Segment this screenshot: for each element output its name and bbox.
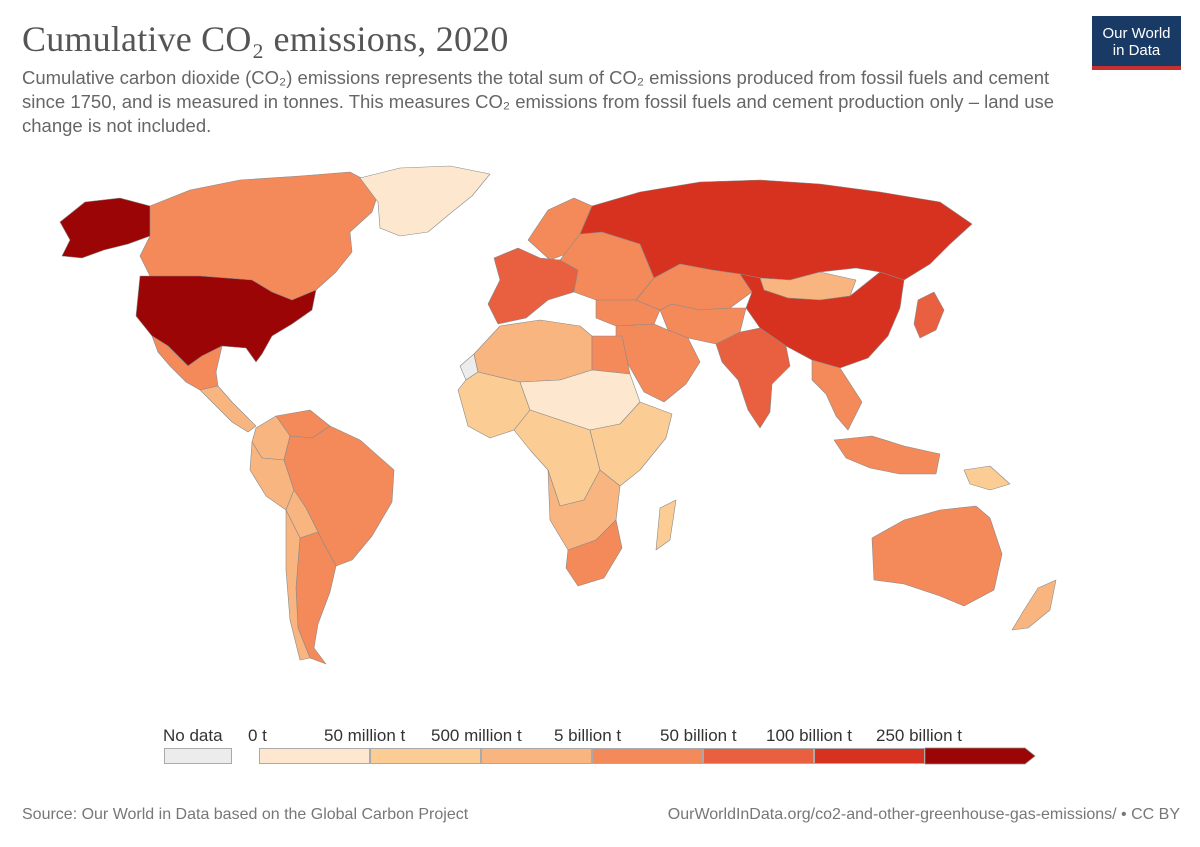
legend-bin-swatch-arrow[interactable]: [925, 747, 1045, 765]
region-chile[interactable]: [285, 509, 311, 661]
legend: No data 0 t 50 million t 500 million t 5 bi…: [0, 718, 1200, 778]
region-india[interactable]: [715, 327, 791, 429]
world-map: [59, 165, 1057, 665]
region-australia[interactable]: [871, 505, 1003, 607]
logo-line-2: in Data: [1112, 42, 1161, 59]
region-southern-africa[interactable]: [547, 469, 621, 551]
legend-bin-swatch[interactable]: [259, 748, 370, 764]
legend-bin-label: 100 billion t: [766, 726, 853, 745]
owid-logo[interactable]: Our World in Data: [1092, 16, 1181, 70]
region-greenland[interactable]: [359, 165, 491, 237]
region-indonesia[interactable]: [833, 435, 941, 475]
region-china[interactable]: [739, 271, 905, 369]
region-western-europe[interactable]: [487, 247, 579, 325]
legend-bin-label: 50 million t: [324, 726, 406, 745]
legend-bin-swatch[interactable]: [370, 748, 481, 764]
logo-accent-bar: [1092, 66, 1181, 70]
legend-bin-label: 5 billion t: [554, 726, 622, 745]
region-southeast-asia[interactable]: [811, 359, 863, 431]
page-subtitle: Cumulative carbon dioxide (CO₂) emission…: [22, 67, 1055, 136]
region-south-africa[interactable]: [565, 519, 623, 587]
legend-bin-label: 500 million t: [431, 726, 522, 745]
region-madagascar[interactable]: [655, 499, 677, 551]
legend-bin-label: 250 billion t: [876, 726, 963, 745]
legend-bin-swatch[interactable]: [703, 748, 814, 764]
legend-bin-swatch[interactable]: [592, 748, 703, 764]
legend-bin-label: 50 billion t: [660, 726, 737, 745]
legend-no-data-swatch: [164, 748, 232, 764]
region-north-africa[interactable]: [473, 319, 593, 383]
source-note: Source: Our World in Data based on the G…: [22, 806, 469, 823]
region-new-zealand[interactable]: [1011, 579, 1057, 631]
legend-no-data-label: No data: [163, 726, 223, 745]
region-japan[interactable]: [913, 291, 945, 339]
logo-line-1: Our World: [1102, 25, 1171, 42]
source-url[interactable]: OurWorldInData.org/co2-and-other-greenho…: [667, 806, 1180, 823]
page-title: Cumulative CO₂ emissions, 2020: [22, 19, 509, 59]
legend-bin-swatch[interactable]: [814, 748, 925, 764]
legend-bin-swatch[interactable]: [481, 748, 592, 764]
region-central-america[interactable]: [199, 385, 257, 433]
legend-bin-label: 0 t: [248, 726, 267, 745]
region-mexico[interactable]: [151, 335, 223, 391]
region-papua-new-guinea[interactable]: [963, 465, 1011, 491]
